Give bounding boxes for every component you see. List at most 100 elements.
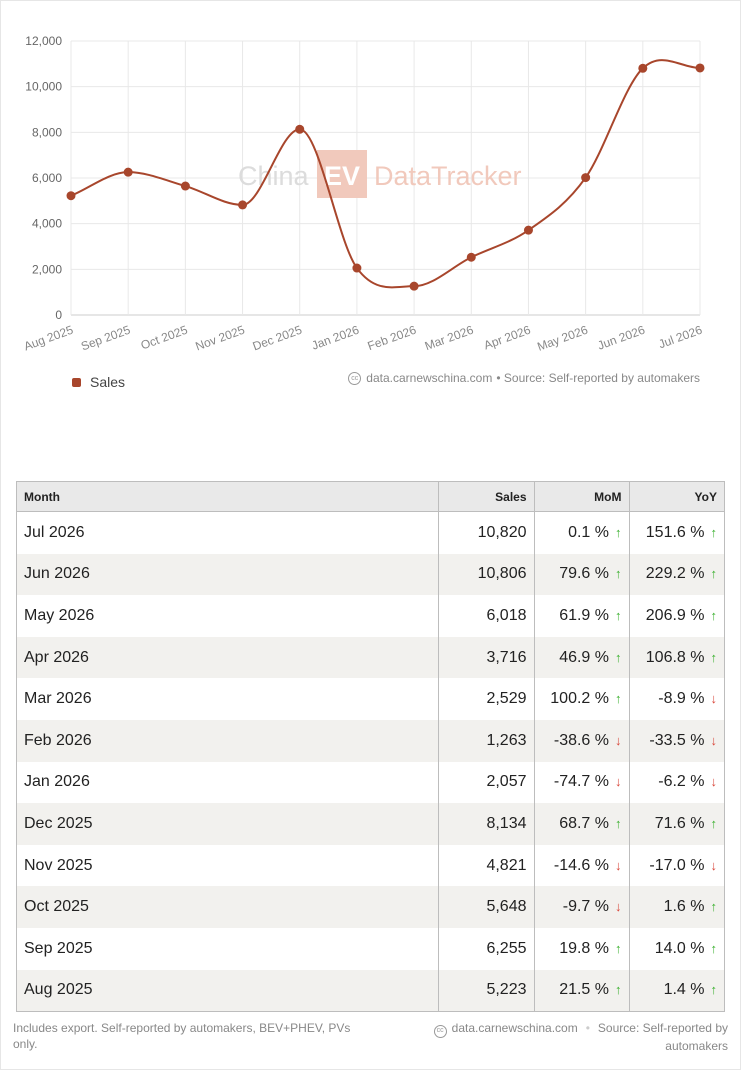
table-row: Dec 2025 8,134 68.7 % ↑ 71.6 % ↑ — [17, 803, 724, 845]
arrow-down-icon: ↓ — [710, 732, 718, 748]
table-row: Aug 2025 5,223 21.5 % ↑ 1.4 % ↑ — [17, 969, 724, 1012]
arrow-up-icon: ↑ — [615, 607, 622, 623]
arrow-down-icon: ↓ — [710, 857, 718, 873]
month-cell-value: May 2026 — [24, 606, 95, 624]
mom-cell: -38.6 % ↓ — [533, 719, 629, 762]
yoy-cell-value: 1.6 % — [663, 898, 705, 916]
sales-cell: 10,806 — [437, 553, 534, 596]
mom-cell-value: 46.9 % — [559, 648, 609, 666]
arrow-up-icon: ↑ — [710, 607, 718, 623]
arrow-up-icon: ↑ — [710, 566, 718, 582]
month-cell: Feb 2026 — [17, 719, 438, 762]
header-sales[interactable]: Sales — [437, 482, 534, 512]
yoy-cell: 1.4 % ↑ — [628, 969, 724, 1012]
sales-cell: 6,018 — [437, 595, 534, 637]
arrow-up-icon: ↑ — [615, 566, 622, 582]
mom-cell-value: -9.7 % — [562, 898, 609, 916]
sales-cell: 2,057 — [437, 761, 534, 804]
watermark-ev-text: EV — [324, 161, 360, 191]
yoy-cell: -33.5 % ↓ — [628, 719, 724, 762]
mom-cell: 46.9 % ↑ — [533, 636, 629, 679]
sales-cell-value: 5,223 — [486, 981, 527, 999]
table-row: Jan 2026 2,057 -74.7 % ↓ -6.2 % ↓ — [17, 761, 724, 804]
y-tick-label: 10,000 — [25, 80, 62, 94]
arrow-up-icon: ↑ — [615, 815, 622, 831]
yoy-cell: 71.6 % ↑ — [628, 803, 724, 845]
mom-cell-value: 61.9 % — [559, 606, 609, 624]
header-month[interactable]: Month — [17, 482, 438, 512]
yoy-cell: 106.8 % ↑ — [628, 636, 724, 679]
month-cell-value: Dec 2025 — [24, 814, 93, 832]
yoy-cell-value: 71.6 % — [654, 814, 705, 832]
mom-cell-value: 79.6 % — [559, 565, 609, 583]
month-cell: Oct 2025 — [17, 886, 438, 928]
header-yoy[interactable]: YoY — [628, 482, 724, 512]
table-row: Apr 2026 3,716 46.9 % ↑ 106.8 % ↑ — [17, 636, 724, 679]
month-cell-value: Jul 2026 — [24, 523, 85, 541]
arrow-down-icon: ↓ — [710, 774, 718, 790]
month-cell-value: Mar 2026 — [24, 690, 92, 708]
arrow-up-icon: ↑ — [710, 940, 718, 956]
month-cell: Jul 2026 — [17, 512, 438, 554]
mom-cell-value: 19.8 % — [559, 939, 609, 957]
y-tick-label: 6,000 — [32, 171, 62, 185]
mom-cell-value: -14.6 % — [553, 856, 609, 874]
y-tick-label: 12,000 — [25, 34, 62, 48]
table-row: Oct 2025 5,648 -9.7 % ↓ 1.6 % ↑ — [17, 886, 724, 928]
sales-cell-value: 2,057 — [486, 773, 527, 791]
arrow-up-icon: ↑ — [615, 940, 622, 956]
arrow-up-icon: ↑ — [615, 524, 622, 540]
x-tick-label: Jan 2026 — [310, 323, 361, 353]
x-tick-label: Jun 2026 — [596, 323, 647, 353]
sales-cell: 1,263 — [437, 719, 534, 762]
watermark-china-text: China — [238, 161, 310, 191]
y-tick-label: 2,000 — [32, 262, 62, 276]
mom-cell-value: 100.2 % — [550, 690, 609, 708]
data-point — [523, 225, 533, 235]
sales-table: Month Sales MoM YoY Jul 2026 10,820 0.1 % ↑… — [16, 481, 725, 1013]
arrow-down-icon: ↓ — [710, 691, 718, 707]
y-tick-label: 0 — [55, 308, 62, 322]
yoy-cell-value: -6.2 % — [658, 773, 705, 791]
sales-cell-value: 3,716 — [486, 648, 527, 666]
table-row: Nov 2025 4,821 -14.6 % ↓ -17.0 % ↓ — [17, 844, 724, 887]
data-point — [352, 263, 362, 273]
data-point — [66, 191, 76, 201]
footer-source: Source: Self-reported by automakers — [597, 1021, 728, 1053]
y-tick-label: 4,000 — [32, 217, 62, 231]
legend-swatch — [72, 377, 81, 387]
x-tick-label: Nov 2025 — [194, 323, 247, 354]
yoy-cell: 1.6 % ↑ — [628, 886, 724, 928]
table-row: May 2026 6,018 61.9 % ↑ 206.9 % ↑ — [17, 595, 724, 637]
arrow-up-icon: ↑ — [710, 899, 718, 915]
footer-site[interactable]: data.carnewschina.com — [451, 1021, 578, 1035]
data-point — [295, 124, 305, 134]
mom-cell: 19.8 % ↑ — [533, 927, 629, 970]
yoy-cell-value: 206.9 % — [645, 606, 705, 624]
creative-commons-icon: cc — [348, 371, 362, 385]
month-cell-value: Aug 2025 — [24, 981, 93, 999]
arrow-up-icon: ↑ — [710, 815, 718, 831]
legend-label: Sales — [90, 374, 126, 390]
arrow-down-icon: ↓ — [615, 899, 622, 915]
sales-cell-value: 8,134 — [486, 814, 527, 832]
month-cell: Sep 2025 — [17, 928, 438, 970]
sales-cell-value: 1,263 — [486, 731, 527, 749]
sales-cell: 5,648 — [437, 886, 534, 928]
chart-credit-site: data.carnewschina.com — [366, 371, 493, 385]
mom-cell-value: 21.5 % — [559, 981, 609, 999]
arrow-up-icon: ↑ — [615, 691, 622, 707]
x-tick-label: Sep 2025 — [79, 323, 132, 354]
mom-cell: 68.7 % ↑ — [533, 803, 629, 845]
x-tick-label: Apr 2026 — [482, 323, 533, 353]
chart-legend[interactable]: Sales — [72, 374, 125, 390]
mom-cell: 79.6 % ↑ — [533, 553, 629, 596]
arrow-down-icon: ↓ — [615, 774, 622, 790]
sales-cell: 4,821 — [437, 844, 534, 887]
footer-note: Includes export. Self-reported by automa… — [13, 1021, 351, 1051]
x-tick-label: May 2026 — [535, 323, 590, 354]
header-mom[interactable]: MoM — [533, 482, 629, 512]
yoy-cell: -17.0 % ↓ — [628, 844, 724, 887]
sales-cell: 2,529 — [437, 678, 534, 720]
sales-cell-value: 10,820 — [477, 523, 527, 541]
